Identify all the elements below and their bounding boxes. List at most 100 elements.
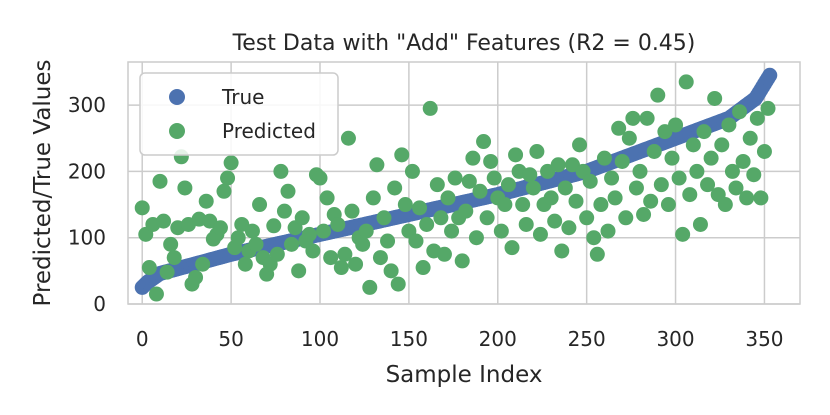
x-tick-label: 200 [479, 327, 517, 351]
predicted-point [614, 153, 630, 169]
predicted-point [660, 197, 676, 213]
predicted-point [319, 190, 335, 206]
predicted-point [675, 226, 691, 242]
y-tick-label: 0 [93, 292, 106, 316]
predicted-point [472, 183, 488, 199]
predicted-point [611, 120, 627, 136]
legend-marker-predicted [169, 123, 185, 139]
predicted-point [433, 210, 449, 226]
predicted-point [404, 163, 420, 179]
predicted-point [746, 167, 762, 183]
predicted-point [159, 264, 175, 280]
predicted-point [454, 253, 470, 269]
predicted-point [742, 130, 758, 146]
predicted-point [646, 144, 662, 160]
predicted-point [607, 190, 623, 206]
predicted-point [479, 210, 495, 226]
x-tick-label: 50 [218, 327, 243, 351]
predicted-point [532, 226, 548, 242]
predicted-point [476, 134, 492, 150]
predicted-point [212, 220, 228, 236]
predicted-point [700, 177, 716, 193]
predicted-point [291, 263, 307, 279]
predicted-point [600, 223, 616, 239]
predicted-point [586, 230, 602, 246]
predicted-point [408, 233, 424, 249]
predicted-point [589, 246, 605, 262]
predicted-point [365, 190, 381, 206]
predicted-point [390, 276, 406, 292]
predicted-point [732, 104, 748, 120]
predicted-point [525, 180, 541, 196]
predicted-point [671, 170, 687, 186]
predicted-point [252, 197, 268, 213]
predicted-point [465, 150, 481, 166]
predicted-point [323, 250, 339, 266]
x-axis-label: Sample Index [386, 362, 543, 388]
x-tick-label: 100 [301, 327, 339, 351]
predicted-point [429, 177, 445, 193]
predicted-point [230, 230, 246, 246]
y-axis-label: Predicted/True Values [30, 59, 56, 306]
predicted-point [383, 263, 399, 279]
predicted-point [372, 250, 388, 266]
predicted-point [248, 236, 264, 252]
predicted-point [269, 246, 285, 262]
predicted-point [216, 183, 232, 199]
predicted-point [572, 137, 588, 153]
predicted-point [739, 190, 755, 206]
predicted-point [273, 163, 289, 179]
predicted-point [749, 110, 765, 126]
predicted-point [380, 233, 396, 249]
predicted-point [689, 163, 705, 179]
predicted-point [550, 157, 566, 173]
predicted-point [344, 203, 360, 219]
predicted-point [376, 210, 392, 226]
predicted-point [493, 223, 509, 239]
predicted-point [685, 137, 701, 153]
predicted-point [141, 260, 157, 276]
predicted-point [444, 223, 460, 239]
predicted-point [621, 130, 637, 146]
predicted-point [316, 223, 332, 239]
predicted-point [280, 183, 296, 199]
predicted-point [561, 220, 577, 236]
predicted-point [650, 87, 666, 103]
predicted-point [301, 226, 317, 242]
legend-label-predicted: Predicted [222, 119, 316, 143]
predicted-point [312, 170, 328, 186]
predicted-point [355, 236, 371, 252]
predicted-point [163, 236, 179, 252]
legend-box [139, 72, 339, 156]
predicted-point [198, 193, 214, 209]
predicted-point [707, 90, 723, 106]
predicted-point [735, 153, 751, 169]
predicted-point [568, 193, 584, 209]
predicted-point [447, 170, 463, 186]
predicted-point [696, 124, 712, 140]
predicted-point [148, 286, 164, 302]
legend-marker-true [169, 89, 185, 105]
predicted-point [266, 218, 282, 234]
predicted-point [156, 213, 172, 229]
predicted-point [643, 193, 659, 209]
predicted-point [422, 100, 438, 116]
predicted-point [636, 206, 652, 222]
predicted-point [508, 147, 524, 163]
predicted-point [582, 173, 598, 189]
predicted-point [724, 163, 740, 179]
predicted-point [134, 200, 150, 216]
predicted-point [579, 210, 595, 226]
predicted-point [543, 190, 559, 206]
predicted-point [195, 256, 211, 272]
predicted-point [639, 110, 655, 126]
predicted-point [596, 150, 612, 166]
predicted-point [412, 200, 428, 216]
predicted-point [522, 167, 538, 183]
predicted-point [483, 153, 499, 169]
predicted-point [678, 74, 694, 90]
x-tick-label: 150 [390, 327, 428, 351]
predicted-point [518, 216, 534, 232]
tick-labels: 0 50 100 150 200 250 300 350 0 100 200 300 [68, 93, 784, 351]
predicted-point [529, 144, 545, 160]
